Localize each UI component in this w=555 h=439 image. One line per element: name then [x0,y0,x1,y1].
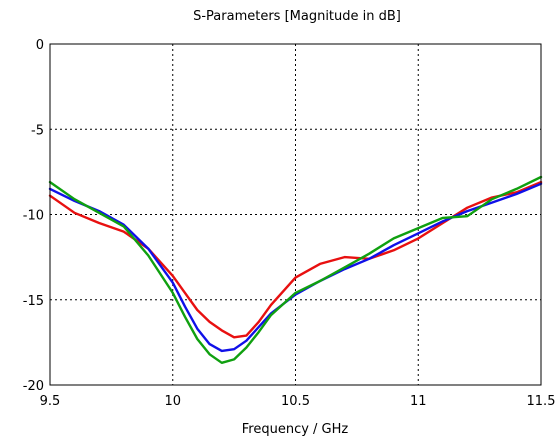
y-tick-labels: 0 -5 -10 -15 -20 [23,38,44,394]
x-tick-label: 11 [410,394,427,409]
x-tick-label: 9.5 [40,394,61,409]
x-tick-label: 10.5 [281,394,310,409]
series-lines [48,175,543,364]
y-tick-label: -5 [31,123,44,138]
y-tick-label: -15 [23,294,44,309]
chart-title: S-Parameters [Magnitude in dB] [193,9,401,24]
y-tick-label: 0 [36,38,44,53]
x-tick-label: 11.5 [527,394,555,409]
x-axis-label: Frequency / GHz [242,422,349,437]
y-tick-label: -10 [23,209,44,224]
y-tick-label: -20 [23,379,44,394]
plot-frame [49,43,542,386]
x-tick-labels: 9.5 10 10.5 11 11.5 [40,394,555,409]
x-tick-label: 10 [164,394,181,409]
series-line-3 [48,175,543,364]
series-line-2 [48,182,543,353]
grid-lines [50,44,541,385]
